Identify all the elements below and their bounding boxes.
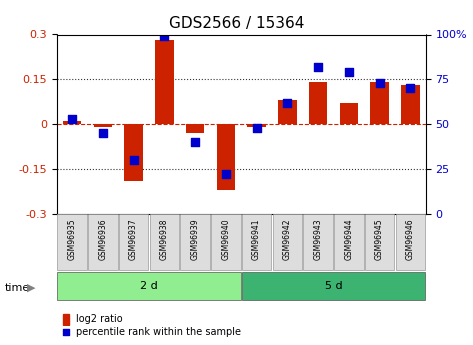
- FancyBboxPatch shape: [303, 215, 333, 270]
- Text: GSM96943: GSM96943: [314, 218, 323, 260]
- Text: GSM96938: GSM96938: [160, 218, 169, 260]
- Text: GSM96935: GSM96935: [68, 218, 77, 260]
- FancyBboxPatch shape: [88, 215, 118, 270]
- FancyBboxPatch shape: [119, 215, 149, 270]
- Text: ▶: ▶: [27, 283, 36, 293]
- FancyBboxPatch shape: [365, 215, 394, 270]
- FancyBboxPatch shape: [395, 215, 425, 270]
- Bar: [217, 124, 235, 190]
- Bar: [278, 100, 297, 124]
- FancyBboxPatch shape: [57, 215, 87, 270]
- Text: time: time: [5, 283, 30, 293]
- Point: [68, 116, 76, 121]
- Text: GSM96941: GSM96941: [252, 218, 261, 260]
- Text: percentile rank within the sample: percentile rank within the sample: [76, 327, 241, 337]
- Text: GSM96937: GSM96937: [129, 218, 138, 260]
- Point: [283, 100, 291, 106]
- Point: [314, 64, 322, 70]
- Point: [99, 130, 107, 136]
- FancyBboxPatch shape: [211, 215, 241, 270]
- Bar: [247, 124, 266, 127]
- FancyBboxPatch shape: [334, 215, 364, 270]
- FancyBboxPatch shape: [180, 215, 210, 270]
- Bar: [63, 121, 81, 124]
- Point: [130, 157, 137, 163]
- Text: 5 d: 5 d: [324, 282, 342, 291]
- Text: GSM96936: GSM96936: [98, 218, 107, 260]
- Bar: [401, 85, 420, 124]
- Point: [376, 80, 383, 86]
- Point: [406, 86, 414, 91]
- Point: [253, 125, 260, 130]
- Text: GDS2566 / 15364: GDS2566 / 15364: [169, 16, 304, 30]
- Text: GSM96945: GSM96945: [375, 218, 384, 260]
- Bar: [155, 40, 174, 124]
- Bar: [94, 124, 112, 127]
- Text: 2 d: 2 d: [140, 282, 158, 291]
- Bar: [340, 103, 358, 124]
- Bar: [186, 124, 204, 133]
- Bar: [124, 124, 143, 181]
- Point: [345, 69, 352, 75]
- Point: [191, 139, 199, 145]
- Point: [160, 33, 168, 39]
- Text: GSM96940: GSM96940: [221, 218, 230, 260]
- Text: GSM96942: GSM96942: [283, 218, 292, 260]
- Point: [101, 266, 109, 272]
- Bar: [370, 82, 389, 124]
- FancyBboxPatch shape: [242, 273, 425, 300]
- Bar: [309, 82, 327, 124]
- Point: [222, 172, 230, 177]
- FancyBboxPatch shape: [272, 215, 302, 270]
- FancyBboxPatch shape: [149, 215, 179, 270]
- Text: GSM96944: GSM96944: [344, 218, 353, 260]
- Bar: [62, 314, 69, 325]
- Text: GSM96939: GSM96939: [191, 218, 200, 260]
- Text: log2 ratio: log2 ratio: [76, 314, 123, 324]
- FancyBboxPatch shape: [242, 215, 272, 270]
- Text: GSM96946: GSM96946: [406, 218, 415, 260]
- FancyBboxPatch shape: [57, 273, 241, 300]
